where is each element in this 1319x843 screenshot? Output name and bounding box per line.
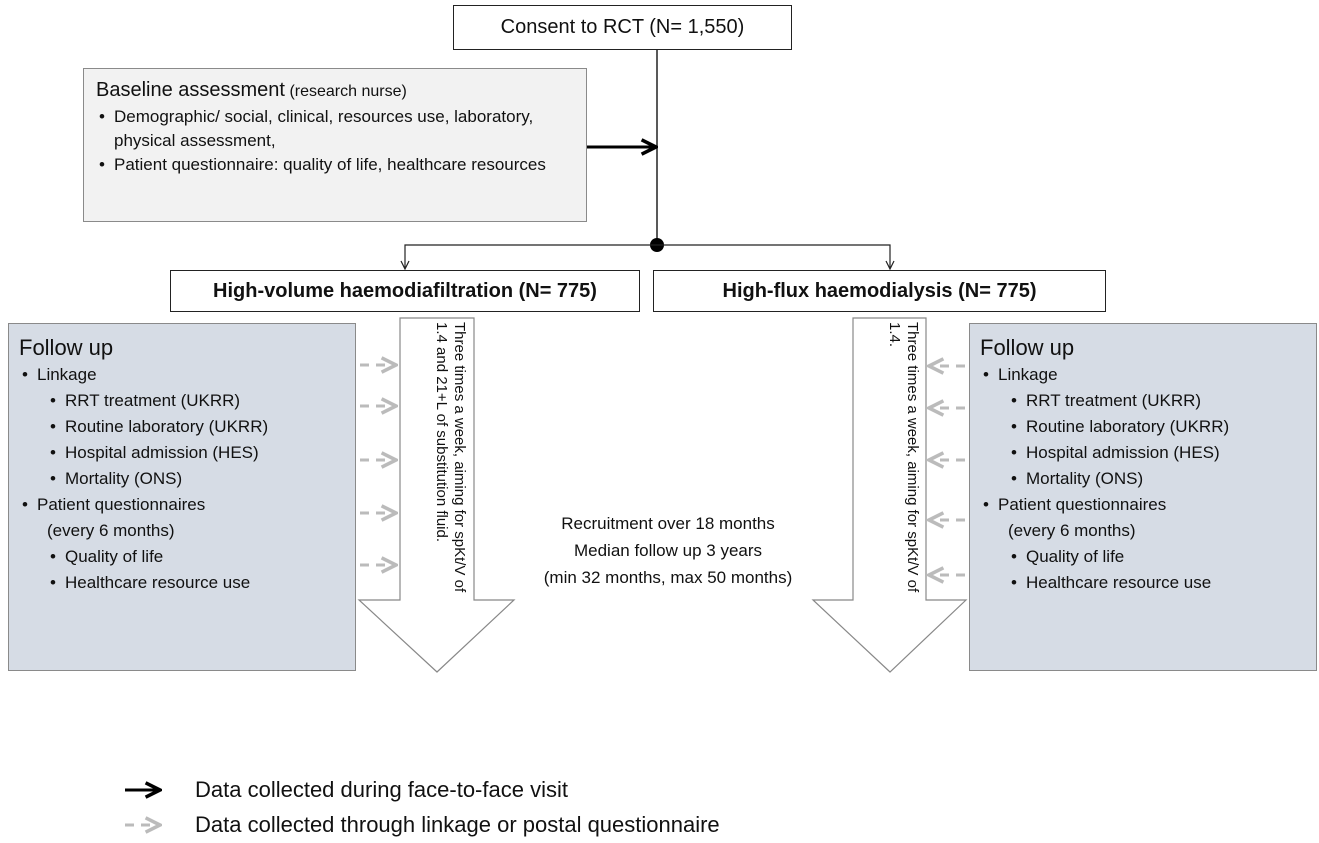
group-label: Linkage — [37, 365, 97, 384]
arm-box: High-volume haemodiafiltration (N= 775) — [170, 270, 640, 312]
follow-up-title: Follow up — [19, 335, 114, 360]
follow-up-item: Quality of life — [1008, 544, 1306, 570]
baseline-subtitle: (research nurse) — [289, 83, 407, 100]
group-label: Linkage — [998, 365, 1058, 384]
follow-up-item: Healthcare resource use — [1008, 570, 1306, 596]
baseline-box: Baseline assessment (research nurse) Dem… — [83, 68, 587, 222]
recruitment-line: Recruitment over 18 months — [561, 514, 775, 533]
split-line — [404, 244, 891, 268]
follow-up-item: Hospital admission (HES) — [1008, 440, 1306, 466]
follow-up-item: Routine laboratory (UKRR) — [47, 414, 345, 440]
block-arrow — [357, 317, 516, 673]
follow-up-group: Linkage RRT treatment (UKRR)Routine labor… — [19, 362, 345, 492]
baseline-item: Patient questionnaire: quality of life, … — [96, 153, 574, 177]
follow-up-title: Follow up — [980, 335, 1075, 360]
follow-up-list: Linkage RRT treatment (UKRR)Routine labor… — [19, 362, 345, 596]
follow-up-sublist: Quality of lifeHealthcare resource use — [37, 544, 345, 596]
follow-up-item: Mortality (ONS) — [1008, 466, 1306, 492]
follow-up-item: Routine laboratory (UKRR) — [1008, 414, 1306, 440]
follow-up-item: RRT treatment (UKRR) — [47, 388, 345, 414]
linkage-arrows — [360, 365, 965, 575]
group-label: Patient questionnaires — [37, 495, 206, 514]
follow-up-list: Linkage RRT treatment (UKRR)Routine labor… — [980, 362, 1306, 596]
recruitment-line: Median follow up 3 years — [573, 541, 763, 560]
block-arrow — [811, 317, 968, 673]
follow-up-item: Healthcare resource use — [47, 570, 345, 596]
follow-up-item: Mortality (ONS) — [47, 466, 345, 492]
legend-label: Data collected through linkage or postal… — [195, 812, 720, 837]
follow-up-sublist: RRT treatment (UKRR)Routine laboratory (… — [998, 388, 1306, 492]
follow-up-sublist: Quality of lifeHealthcare resource use — [998, 544, 1306, 596]
group-note: (every 6 months) — [47, 521, 175, 540]
follow-up-item: Hospital admission (HES) — [47, 440, 345, 466]
follow-up-item: Quality of life — [47, 544, 345, 570]
recruitment-line: (min 32 months, max 50 months) — [543, 568, 793, 587]
recruitment-text: Recruitment over 18 months Median follow … — [510, 510, 826, 591]
consent-box: Consent to RCT (N= 1,550) — [453, 5, 792, 50]
arrow-text: Three times a week, aiming for spKt/V of… — [433, 322, 468, 593]
follow-up-item: RRT treatment (UKRR) — [1008, 388, 1306, 414]
follow-up-group: Patient questionnaires (every 6 months) Qu… — [19, 492, 345, 596]
legend-label: Data collected during face-to-face visit — [195, 777, 568, 802]
group-note: (every 6 months) — [1008, 521, 1136, 540]
follow-up-box: Follow up Linkage RRT treatment (UKRR)Rout… — [8, 323, 356, 671]
follow-up-sublist: RRT treatment (UKRR)Routine laboratory (… — [37, 388, 345, 492]
follow-up-box: Follow up Linkage RRT treatment (UKRR)Rout… — [969, 323, 1317, 671]
arm-box: High-flux haemodialysis (N= 775) — [653, 270, 1106, 312]
follow-up-group: Linkage RRT treatment (UKRR)Routine labor… — [980, 362, 1306, 492]
group-label: Patient questionnaires — [998, 495, 1167, 514]
baseline-title: Baseline assessment — [96, 79, 285, 101]
baseline-item: Demographic/ social, clinical, resources… — [96, 105, 574, 153]
baseline-list: Demographic/ social, clinical, resources… — [96, 105, 574, 177]
arrow-text: Three times a week, aiming for spKt/V of… — [886, 322, 921, 593]
follow-up-group: Patient questionnaires (every 6 months) Qu… — [980, 492, 1306, 596]
